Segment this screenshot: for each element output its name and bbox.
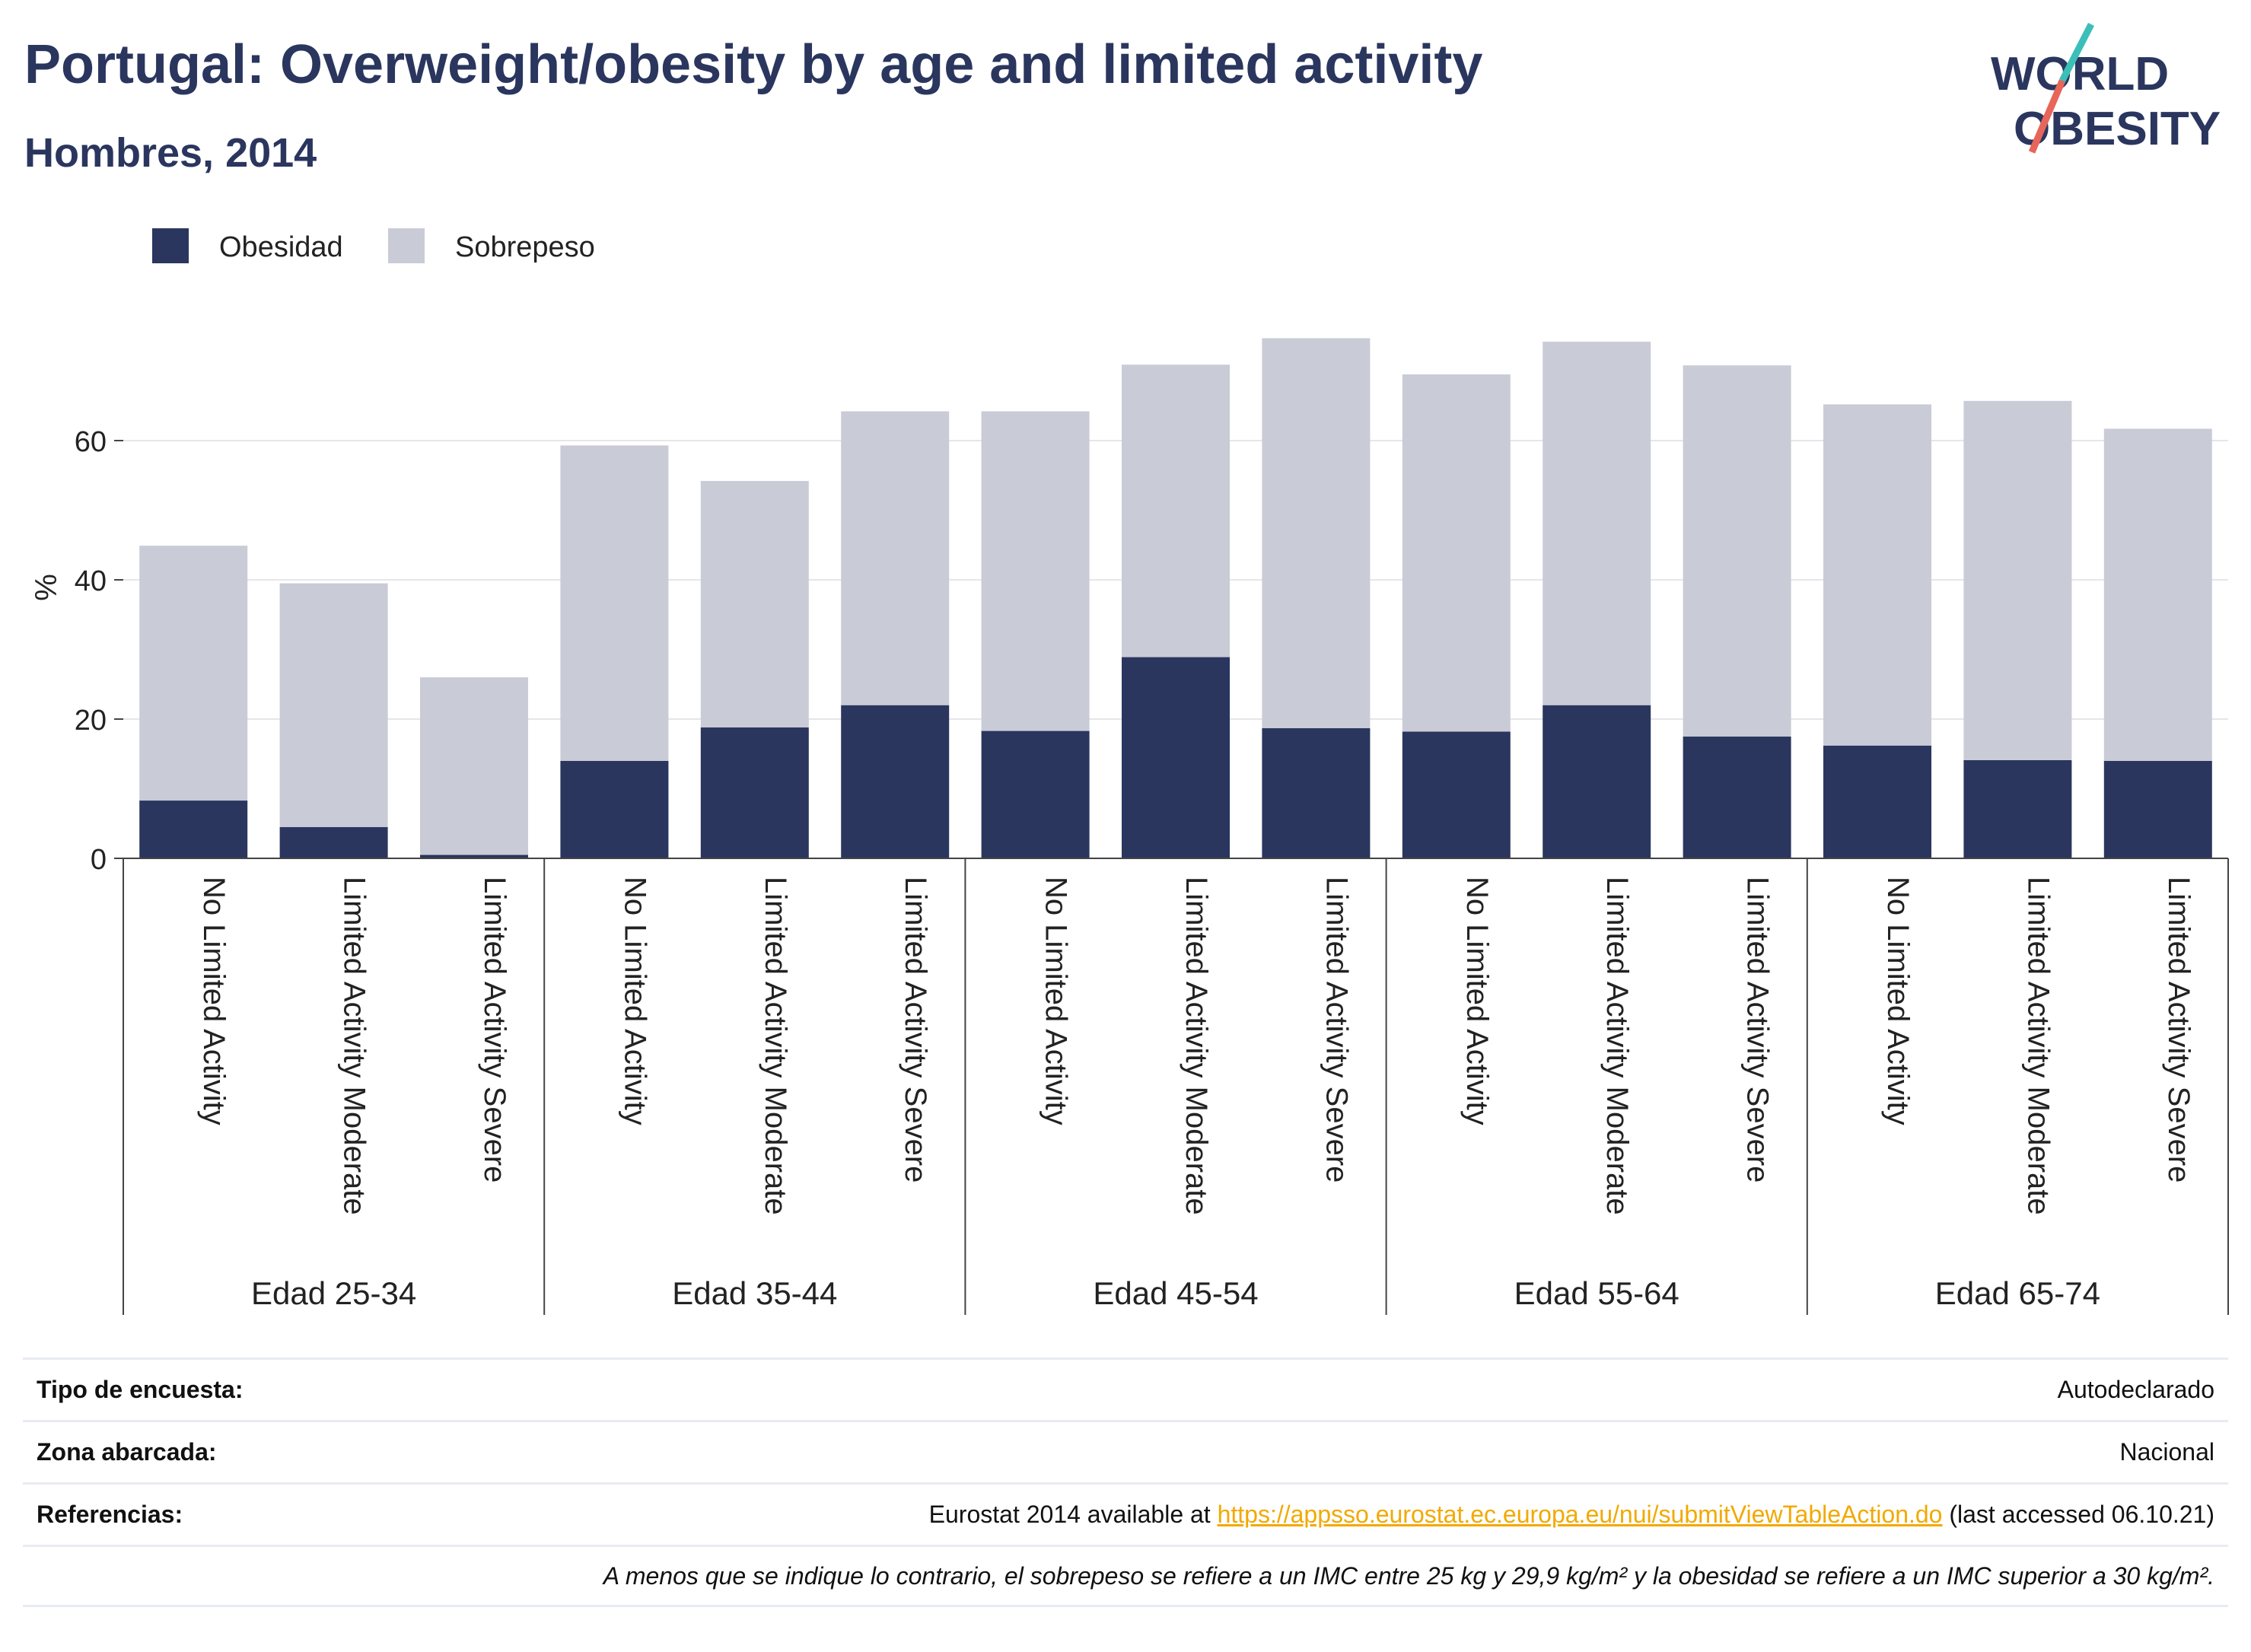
category-label: Limited Activity Severe xyxy=(1741,877,1775,1183)
bar-sobrepeso xyxy=(1402,374,1511,732)
y-tick-label: 40 xyxy=(75,565,107,597)
group-label: Edad 65-74 xyxy=(1935,1275,2100,1311)
legend-label-obesidad: Obesidad xyxy=(219,231,343,263)
category-label: Limited Activity Moderate xyxy=(759,877,792,1215)
bar-obesidad xyxy=(1543,705,1651,858)
bar-obesidad xyxy=(1262,727,1371,858)
bar-sobrepeso xyxy=(1122,364,1230,657)
footer-row-note: A menos que se indique lo contrario, el … xyxy=(23,1545,2228,1607)
world-obesity-logo: WORLD OBESITY xyxy=(1991,23,2221,155)
bar-sobrepeso xyxy=(1543,342,1651,705)
bar-obesidad xyxy=(2103,760,2212,858)
x-axis: Edad 25-34 Edad 35-44 Edad 45-54 Edad 55-64… xyxy=(123,858,2229,1315)
bar-sobrepeso xyxy=(981,411,1090,731)
chart-legend: Obesidad Sobrepeso xyxy=(152,228,595,263)
y-axis-label: % xyxy=(30,574,63,601)
logo-slash-teal xyxy=(2058,23,2095,83)
category-label: Limited Activity Moderate xyxy=(2021,877,2055,1215)
bar-sobrepeso xyxy=(279,583,388,827)
references-value: Eurostat 2014 available at https://appss… xyxy=(929,1501,2214,1529)
chart-bars xyxy=(139,338,2212,858)
legend-label-sobrepeso: Sobrepeso xyxy=(455,231,595,263)
bar-obesidad xyxy=(139,801,248,858)
group-label: Edad 45-54 xyxy=(1093,1275,1258,1311)
bar-obesidad xyxy=(1122,657,1230,858)
area-value: Nacional xyxy=(2119,1438,2214,1466)
bar-obesidad xyxy=(1823,745,1931,858)
bar-sobrepeso xyxy=(1823,404,1931,746)
bar-sobrepeso xyxy=(700,481,809,727)
references-prefix: Eurostat 2014 available at xyxy=(928,1501,1218,1528)
legend-swatch-obesidad xyxy=(152,228,189,263)
bar-obesidad xyxy=(1963,759,2072,858)
definition-note: A menos que se indique lo contrario, el … xyxy=(603,1561,2214,1590)
bar-obesidad xyxy=(700,727,809,858)
bar-sobrepeso xyxy=(2103,428,2212,761)
info-footer: Tipo de encuesta: Autodeclarado Zona aba… xyxy=(23,1358,2228,1607)
references-suffix: (last accessed 06.10.21) xyxy=(1942,1501,2214,1528)
bar-obesidad xyxy=(279,826,388,858)
page-title: Portugal: Overweight/obesity by age and … xyxy=(24,34,1483,95)
bar-sobrepeso xyxy=(139,546,248,801)
logo-slash-red xyxy=(2028,79,2066,154)
survey-type-label: Tipo de encuesta: xyxy=(37,1376,244,1403)
group-label: Edad 35-44 xyxy=(672,1275,837,1311)
page-subtitle: Hombres, 2014 xyxy=(24,130,317,176)
references-label: Referencias: xyxy=(37,1501,183,1528)
legend-swatch-sobrepeso xyxy=(388,228,425,263)
category-label: Limited Activity Severe xyxy=(899,877,932,1183)
bar-obesidad xyxy=(981,731,1090,858)
bar-sobrepeso xyxy=(420,677,528,855)
category-label: Limited Activity Moderate xyxy=(338,877,371,1215)
bar-sobrepeso xyxy=(1963,400,2072,760)
bar-obesidad xyxy=(1402,731,1511,858)
category-label: No Limited Activity xyxy=(197,877,231,1125)
bar-obesidad xyxy=(560,760,669,858)
category-label: No Limited Activity xyxy=(1460,877,1494,1125)
group-label: Edad 55-64 xyxy=(1514,1275,1679,1311)
area-label: Zona abarcada: xyxy=(37,1438,217,1466)
footer-row-area: Zona abarcada: Nacional xyxy=(23,1420,2228,1482)
y-tick-label: 0 xyxy=(91,844,107,876)
logo-word-world: WORLD xyxy=(1991,48,2169,100)
category-label: No Limited Activity xyxy=(618,877,651,1125)
category-label: Limited Activity Moderate xyxy=(1600,877,1634,1215)
category-label: Limited Activity Severe xyxy=(2162,877,2195,1183)
bar-sobrepeso xyxy=(841,411,950,705)
references-link[interactable]: https://appsso.eurostat.ec.europa.eu/nui… xyxy=(1217,1501,1943,1528)
footer-row-survey: Tipo de encuesta: Autodeclarado xyxy=(23,1358,2228,1420)
category-label: No Limited Activity xyxy=(1040,877,1073,1125)
bar-obesidad xyxy=(841,705,950,858)
survey-type-value: Autodeclarado xyxy=(2057,1376,2214,1403)
category-label: Limited Activity Severe xyxy=(1320,877,1353,1183)
category-label: Limited Activity Moderate xyxy=(1180,877,1213,1215)
footer-row-references: Referencias: Eurostat 2014 available at … xyxy=(23,1482,2228,1545)
category-label: Limited Activity Severe xyxy=(478,877,511,1183)
y-axis: 0 20 40 60 xyxy=(75,426,123,876)
y-tick-label: 20 xyxy=(75,705,107,737)
y-tick-label: 60 xyxy=(75,426,107,458)
bar-obesidad xyxy=(1683,736,1791,858)
bar-sobrepeso xyxy=(560,445,669,761)
bar-sobrepeso xyxy=(1683,365,1791,737)
bar-obesidad xyxy=(420,855,528,858)
group-label: Edad 25-34 xyxy=(251,1275,416,1311)
category-label: No Limited Activity xyxy=(1881,877,1915,1125)
bar-sobrepeso xyxy=(1262,338,1371,728)
